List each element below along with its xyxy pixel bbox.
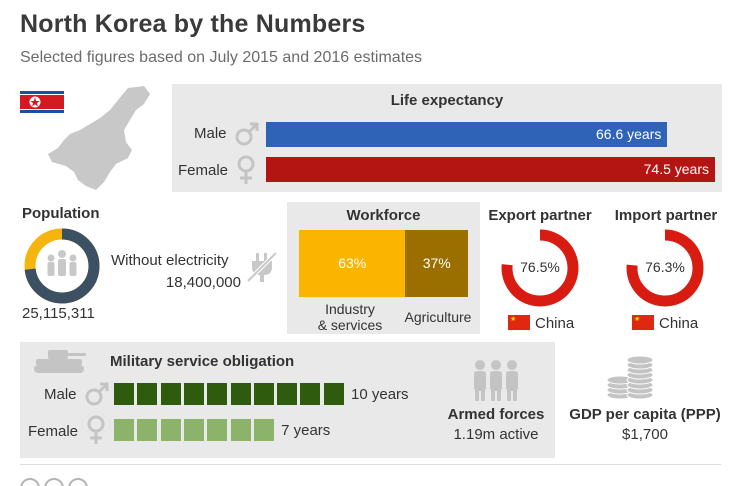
import-partner-heading: Import partner <box>614 207 718 224</box>
workforce-industry-bar: 63% <box>299 230 406 297</box>
china-flag-icon: ★ <box>508 315 530 330</box>
military-male-square <box>300 383 321 405</box>
export-main-arc <box>501 229 579 307</box>
page-subtitle: Selected figures based on July 2015 and … <box>20 49 423 66</box>
life-female-value: 74.5 years <box>643 161 709 177</box>
workforce-heading: Workforce <box>346 207 421 224</box>
life-expectancy-heading: Life expectancy <box>390 92 504 109</box>
import-partner-donut <box>626 229 704 307</box>
military-male-square <box>183 383 204 405</box>
people-icon <box>47 250 77 276</box>
male-symbol-icon <box>235 122 259 146</box>
china-flag-icon: ★ <box>632 315 654 330</box>
military-male-square <box>323 383 344 405</box>
workforce-agriculture-bar: 37% <box>405 230 468 297</box>
life-male-value: 66.6 years <box>596 126 662 142</box>
military-female-square <box>114 419 134 441</box>
export-partner-donut <box>501 229 579 307</box>
armed-forces-value: 1.19m active <box>453 426 539 443</box>
life-male-label: Male <box>194 125 227 142</box>
military-male-square <box>230 383 251 405</box>
tank-icon <box>34 350 86 373</box>
military-male-square <box>253 383 274 405</box>
life-female-bar: 74.5 years <box>266 157 715 182</box>
military-male-label: Male <box>44 386 77 403</box>
workforce-industry-label-line1: Industry <box>325 301 375 317</box>
coins-icon <box>606 355 654 400</box>
population-heading: Population <box>22 205 100 222</box>
military-male-square <box>114 383 134 405</box>
workforce-industry-label: Industry & services <box>303 301 397 333</box>
military-female-square <box>160 419 181 441</box>
license-icons <box>20 478 88 486</box>
military-male-value: 10 years <box>351 386 409 403</box>
military-female-square <box>253 419 274 441</box>
without-electricity-value: 18,400,000 <box>165 274 241 291</box>
military-male-square <box>137 383 158 405</box>
export-share-value: 76.5% <box>520 259 560 275</box>
population-value: 25,115,311 <box>22 305 95 322</box>
footer-divider <box>20 464 721 465</box>
military-male-square <box>207 383 228 405</box>
north-korea-flag-icon <box>20 91 64 113</box>
female-symbol-icon <box>237 155 255 184</box>
without-electricity-label: Without electricity <box>111 252 229 269</box>
gdp-value: $1,700 <box>622 426 668 443</box>
military-female-label: Female <box>28 423 79 440</box>
life-male-bar: 66.6 years <box>266 122 668 147</box>
military-heading: Military service obligation <box>110 353 295 370</box>
workforce-agriculture-label: Agriculture <box>404 309 472 325</box>
import-main-arc <box>626 229 704 307</box>
import-share-value: 76.3% <box>645 259 685 275</box>
no-electricity-plug-icon <box>246 251 278 283</box>
armed-forces-heading: Armed forces <box>447 406 545 423</box>
military-female-square <box>230 419 251 441</box>
workforce-industry-label-line2: & services <box>317 317 383 333</box>
gdp-heading: GDP per capita (PPP) <box>569 406 721 423</box>
north-korea-map-icon <box>48 86 150 190</box>
life-female-label: Female <box>178 162 229 179</box>
military-female-square <box>183 419 204 441</box>
import-country: China <box>659 315 699 332</box>
military-male-square <box>160 383 181 405</box>
military-male-square <box>277 383 298 405</box>
military-female-square <box>137 419 158 441</box>
soldiers-icon <box>474 360 518 401</box>
military-female-square <box>207 419 228 441</box>
workforce-industry-pct: 63% <box>338 255 367 271</box>
female-symbol-icon <box>87 415 105 444</box>
export-partner-heading: Export partner <box>488 207 592 224</box>
workforce-agriculture-pct: 37% <box>422 255 451 271</box>
population-main-arc <box>24 228 100 304</box>
export-country: China <box>535 315 575 332</box>
male-symbol-icon <box>85 382 109 406</box>
military-female-value: 7 years <box>281 422 331 439</box>
page-title: North Korea by the Numbers <box>20 10 366 38</box>
population-donut <box>24 228 100 304</box>
